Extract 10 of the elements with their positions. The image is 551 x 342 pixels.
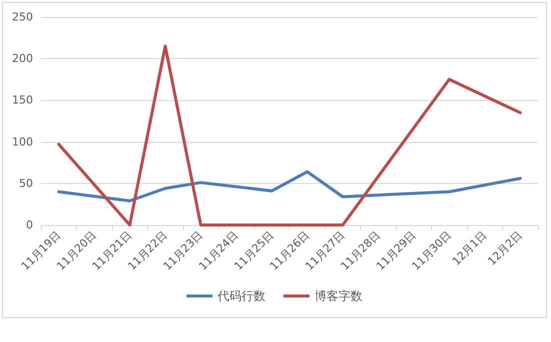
line-series [57, 170, 522, 202]
legend-label: 代码行数 [216, 289, 266, 303]
legend-label: 博客字数 [314, 289, 362, 303]
y-tick-label: 150 [12, 94, 33, 107]
y-tick-label: 100 [12, 135, 33, 148]
y-tick-label: 0 [26, 218, 33, 232]
y-tick-label: 50 [19, 176, 33, 190]
y-tick-label: 250 [12, 10, 33, 24]
line-series [57, 44, 522, 226]
y-tick-label: 200 [12, 52, 33, 66]
